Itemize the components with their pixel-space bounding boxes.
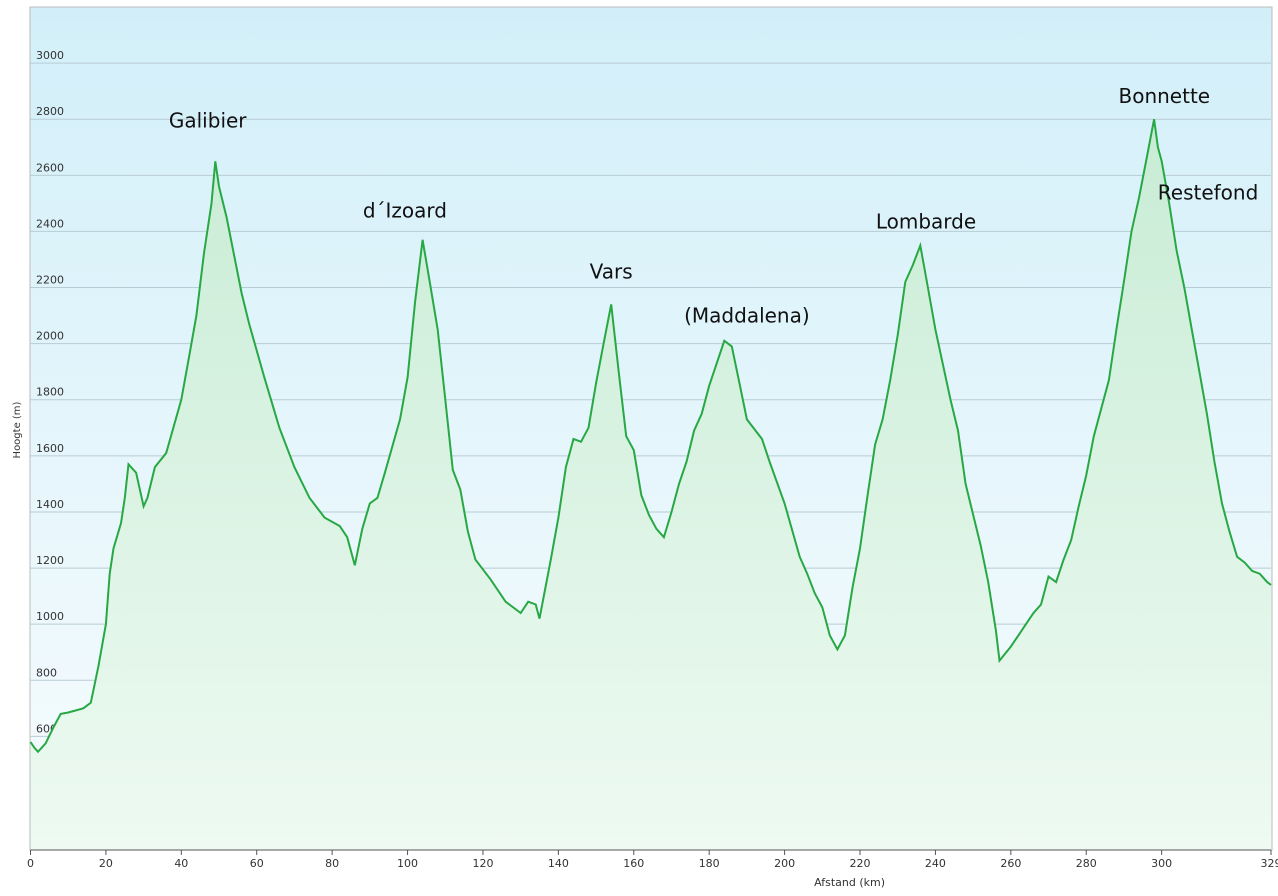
peak-label: Bonnette: [1118, 84, 1210, 108]
x-axis-label: Afstand (km): [814, 876, 885, 889]
elevation-area: [30, 119, 1271, 850]
x-tick-label: 80: [325, 857, 339, 870]
peak-label: Lombarde: [876, 209, 976, 233]
y-tick-label: 2600: [36, 161, 64, 174]
peak-label: Vars: [590, 260, 633, 284]
x-tick-label: 40: [174, 857, 188, 870]
x-tick-label: 200: [774, 857, 795, 870]
y-tick-label: 800: [36, 666, 57, 679]
y-tick-label: 2000: [36, 330, 64, 343]
peak-label: d´Izoard: [363, 198, 447, 222]
y-tick-label: 2200: [36, 274, 64, 287]
x-tick-label: 140: [548, 857, 569, 870]
y-tick-label: 1000: [36, 610, 64, 623]
y-tick-label: 1600: [36, 442, 64, 455]
y-axis-label: Hoogte (m): [12, 401, 23, 458]
x-tick-label: 280: [1076, 857, 1097, 870]
x-tick-label: 240: [925, 857, 946, 870]
x-tick-label: 160: [623, 857, 644, 870]
x-tick-label: 260: [1000, 857, 1021, 870]
y-tick-label: 2800: [36, 105, 64, 118]
x-tick-label: 300: [1151, 857, 1172, 870]
y-tick-label: 1800: [36, 386, 64, 399]
elevation-line: [29, 119, 1272, 754]
x-tick-label: 220: [850, 857, 871, 870]
x-tick-label: 0: [27, 857, 34, 870]
y-tick-label: 1200: [36, 554, 64, 567]
y-tick-label: 1400: [36, 498, 64, 511]
peak-label: (Maddalena): [684, 304, 810, 328]
x-tick-label: 120: [472, 857, 493, 870]
x-tick-label: 100: [397, 857, 418, 870]
x-tick-label: 329: [1261, 857, 1278, 870]
x-tick-label: 60: [250, 857, 264, 870]
y-tick-label: 3000: [36, 49, 64, 62]
peak-label: Restefond: [1158, 180, 1259, 204]
x-tick-label: 180: [699, 857, 720, 870]
y-tick-label: 2400: [36, 217, 64, 230]
x-tick-label: 20: [99, 857, 113, 870]
peak-label: Galibier: [169, 108, 247, 132]
